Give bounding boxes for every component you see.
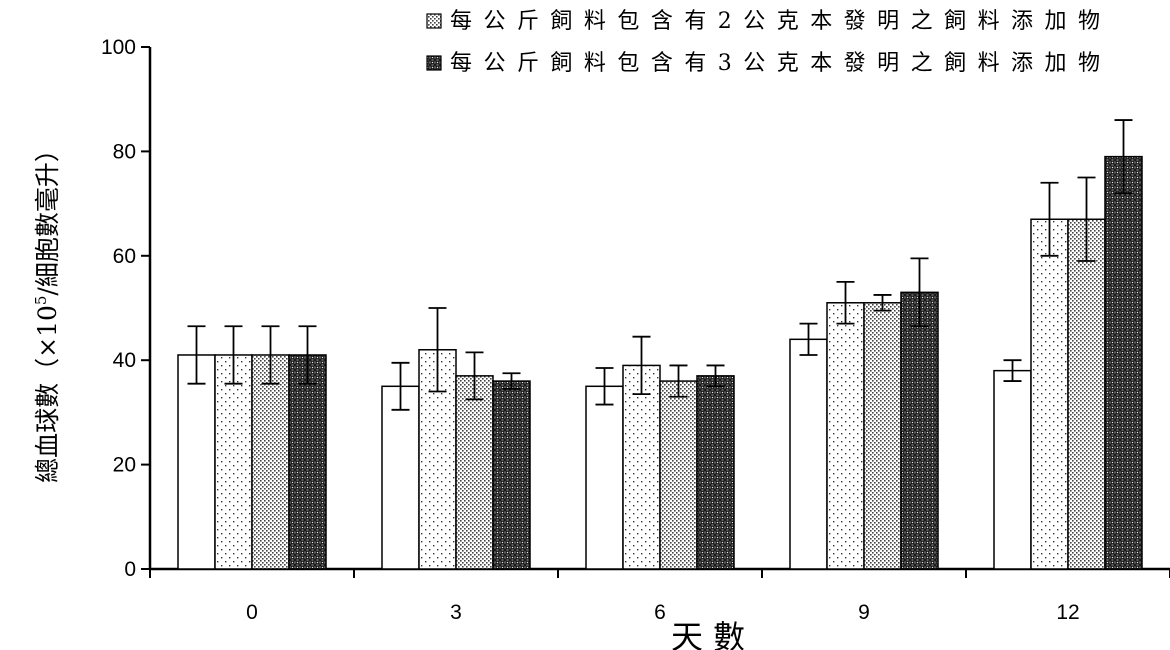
y-tick-label: 0 bbox=[124, 558, 136, 581]
legend-label: 每公斤飼料包含有3公克本發明之飼料添加物 bbox=[450, 51, 1100, 76]
bars bbox=[177, 119, 1143, 570]
y-axis: 0 20 40 60 80 100 bbox=[101, 36, 152, 581]
x-tick-label: 0 bbox=[246, 601, 258, 624]
bar bbox=[585, 385, 624, 570]
bar bbox=[826, 302, 865, 570]
bar bbox=[622, 364, 661, 570]
x-tick-label: 9 bbox=[858, 601, 870, 624]
x-axis: 0 3 6 9 12 bbox=[149, 567, 1170, 624]
legend-swatch bbox=[426, 55, 442, 71]
y-axis-title-rest: /細胞數毫升） bbox=[33, 137, 62, 295]
y-axis-title: 總血球數（×105/細胞數毫升） bbox=[32, 137, 62, 483]
bar bbox=[659, 380, 698, 570]
y-axis-title-main: 總血球數（×10 bbox=[33, 305, 62, 483]
x-tick-label: 6 bbox=[654, 601, 666, 624]
bar bbox=[381, 385, 420, 570]
bar bbox=[288, 354, 327, 570]
legend-label: 每公斤飼料包含有2公克本發明之飼料添加物 bbox=[450, 9, 1100, 34]
y-tick-label: 20 bbox=[113, 454, 136, 477]
bar bbox=[177, 354, 216, 570]
bar bbox=[1104, 155, 1143, 570]
x-tick-label: 12 bbox=[1056, 601, 1079, 624]
bar bbox=[251, 354, 290, 570]
x-tick-label: 3 bbox=[450, 601, 462, 624]
bar bbox=[789, 338, 828, 570]
y-axis-title-sup: 5 bbox=[32, 296, 50, 306]
bar bbox=[1067, 218, 1106, 570]
x-axis-title: 天數 bbox=[671, 618, 755, 650]
bar bbox=[214, 354, 253, 570]
bar bbox=[900, 291, 939, 570]
bar bbox=[455, 375, 494, 570]
bar bbox=[1030, 218, 1069, 570]
y-tick-label: 80 bbox=[113, 140, 136, 163]
y-tick-label: 40 bbox=[113, 349, 136, 372]
bar bbox=[993, 369, 1032, 570]
bar bbox=[863, 302, 902, 570]
y-tick-label: 100 bbox=[101, 36, 136, 59]
y-tick-label: 60 bbox=[113, 245, 136, 268]
bar bbox=[696, 375, 735, 570]
legend-swatch bbox=[426, 13, 442, 29]
bar bbox=[492, 380, 531, 570]
